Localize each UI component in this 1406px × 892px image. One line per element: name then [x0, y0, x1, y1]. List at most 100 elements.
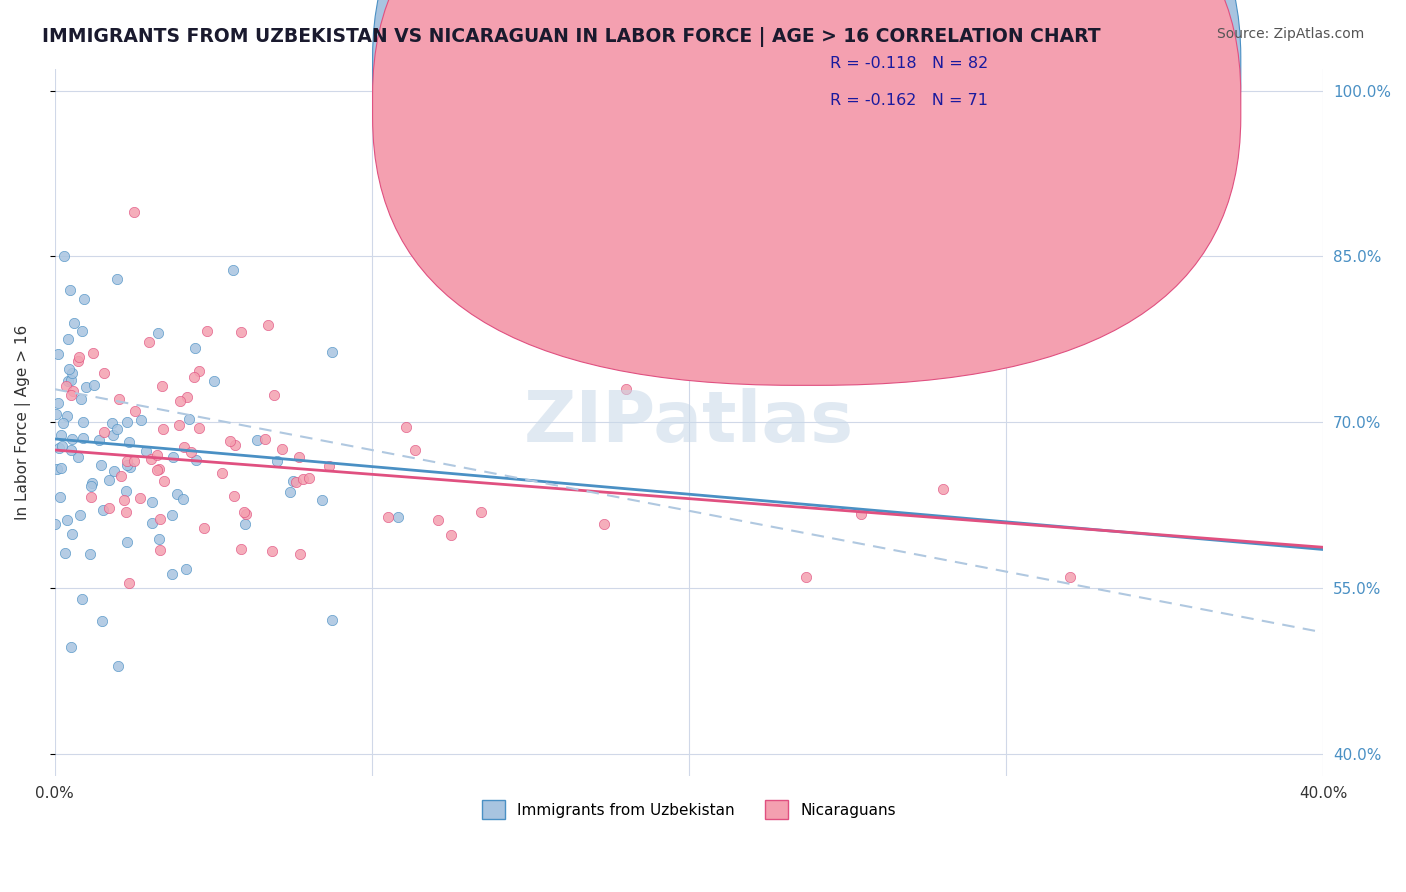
Immigrants from Uzbekistan — [53, 546, 76, 560]
Immigrants from Uzbekistan — [202, 374, 225, 388]
Nicaraguans — [404, 442, 426, 457]
Nicaraguans — [138, 335, 160, 350]
Immigrants from Uzbekistan — [55, 513, 77, 527]
Nicaraguans — [145, 448, 167, 462]
Immigrants from Uzbekistan — [56, 332, 79, 346]
Immigrants from Uzbekistan — [72, 431, 94, 445]
Immigrants from Uzbekistan — [44, 517, 66, 532]
Nicaraguans — [169, 393, 191, 408]
Immigrants from Uzbekistan — [162, 450, 184, 464]
Immigrants from Uzbekistan — [69, 392, 91, 407]
Nicaraguans — [173, 440, 195, 454]
Immigrants from Uzbekistan — [141, 516, 163, 531]
Immigrants from Uzbekistan — [75, 380, 97, 394]
Immigrants from Uzbekistan — [160, 508, 183, 522]
Nicaraguans — [263, 387, 285, 401]
Nicaraguans — [224, 438, 246, 452]
Nicaraguans — [219, 434, 242, 449]
Nicaraguans — [124, 454, 146, 468]
Nicaraguans — [148, 462, 170, 476]
Immigrants from Uzbekistan — [46, 347, 69, 361]
Nicaraguans — [257, 318, 280, 333]
Immigrants from Uzbekistan — [174, 562, 197, 576]
Immigrants from Uzbekistan — [115, 535, 138, 549]
Immigrants from Uzbekistan — [246, 433, 269, 447]
Nicaraguans — [318, 459, 340, 474]
Immigrants from Uzbekistan — [73, 292, 96, 306]
Nicaraguans — [98, 501, 121, 516]
Nicaraguans — [129, 491, 152, 505]
Nicaraguans — [377, 509, 399, 524]
Text: R = -0.162   N = 71: R = -0.162 N = 71 — [830, 94, 988, 108]
Nicaraguans — [66, 354, 89, 368]
Immigrants from Uzbekistan — [166, 486, 188, 500]
Text: IMMIGRANTS FROM UZBEKISTAN VS NICARAGUAN IN LABOR FORCE | AGE > 16 CORRELATION C: IMMIGRANTS FROM UZBEKISTAN VS NICARAGUAN… — [42, 27, 1101, 46]
Immigrants from Uzbekistan — [62, 316, 84, 330]
Immigrants from Uzbekistan — [101, 416, 124, 430]
Immigrants from Uzbekistan — [52, 416, 75, 430]
Immigrants from Uzbekistan — [79, 547, 101, 561]
Immigrants from Uzbekistan — [186, 452, 208, 467]
Nicaraguans — [80, 490, 103, 504]
Immigrants from Uzbekistan — [117, 415, 139, 429]
Immigrants from Uzbekistan — [118, 435, 141, 450]
Y-axis label: In Labor Force | Age > 16: In Labor Force | Age > 16 — [15, 325, 31, 520]
Immigrants from Uzbekistan — [101, 427, 124, 442]
Nicaraguans — [60, 388, 83, 402]
Immigrants from Uzbekistan — [80, 479, 103, 493]
Immigrants from Uzbekistan — [146, 326, 169, 340]
Nicaraguans — [183, 370, 205, 384]
Nicaraguans — [224, 489, 246, 503]
Immigrants from Uzbekistan — [72, 415, 94, 429]
Nicaraguans — [149, 542, 172, 557]
Nicaraguans — [93, 367, 115, 381]
Immigrants from Uzbekistan — [59, 283, 82, 297]
Nicaraguans — [235, 507, 257, 521]
Immigrants from Uzbekistan — [55, 409, 77, 423]
Immigrants from Uzbekistan — [67, 450, 90, 464]
Nicaraguans — [82, 346, 104, 360]
Legend: Immigrants from Uzbekistan, Nicaraguans: Immigrants from Uzbekistan, Nicaraguans — [475, 794, 903, 825]
Nicaraguans — [288, 547, 311, 561]
Immigrants from Uzbekistan — [53, 250, 76, 264]
Nicaraguans — [187, 420, 209, 434]
Nicaraguans — [93, 425, 115, 439]
Nicaraguans — [592, 516, 614, 531]
Nicaraguans — [211, 466, 233, 480]
Immigrants from Uzbekistan — [80, 476, 103, 491]
Immigrants from Uzbekistan — [177, 412, 200, 426]
Immigrants from Uzbekistan — [69, 508, 91, 522]
Nicaraguans — [118, 576, 141, 591]
Text: R = -0.118   N = 82: R = -0.118 N = 82 — [830, 56, 988, 70]
Immigrants from Uzbekistan — [70, 591, 93, 606]
Immigrants from Uzbekistan — [321, 613, 343, 627]
Immigrants from Uzbekistan — [280, 485, 302, 500]
Nicaraguans — [1059, 570, 1081, 584]
Immigrants from Uzbekistan — [91, 615, 114, 629]
Nicaraguans — [107, 392, 129, 406]
Nicaraguans — [149, 512, 172, 526]
Nicaraguans — [62, 384, 84, 398]
Immigrants from Uzbekistan — [51, 439, 73, 453]
Immigrants from Uzbekistan — [48, 441, 70, 455]
Nicaraguans — [141, 451, 163, 466]
Nicaraguans — [285, 475, 308, 489]
Immigrants from Uzbekistan — [59, 373, 82, 387]
Nicaraguans — [849, 507, 872, 521]
Immigrants from Uzbekistan — [141, 495, 163, 509]
Immigrants from Uzbekistan — [49, 428, 72, 442]
Nicaraguans — [195, 324, 218, 338]
Immigrants from Uzbekistan — [70, 324, 93, 338]
Immigrants from Uzbekistan — [59, 640, 82, 654]
Nicaraguans — [169, 418, 191, 433]
Immigrants from Uzbekistan — [105, 272, 128, 286]
Nicaraguans — [117, 453, 139, 467]
Immigrants from Uzbekistan — [105, 422, 128, 436]
Immigrants from Uzbekistan — [114, 483, 136, 498]
Immigrants from Uzbekistan — [129, 413, 152, 427]
Immigrants from Uzbekistan — [183, 341, 205, 355]
Immigrants from Uzbekistan — [91, 502, 114, 516]
Nicaraguans — [262, 544, 284, 558]
Immigrants from Uzbekistan — [46, 462, 69, 476]
Immigrants from Uzbekistan — [49, 460, 72, 475]
